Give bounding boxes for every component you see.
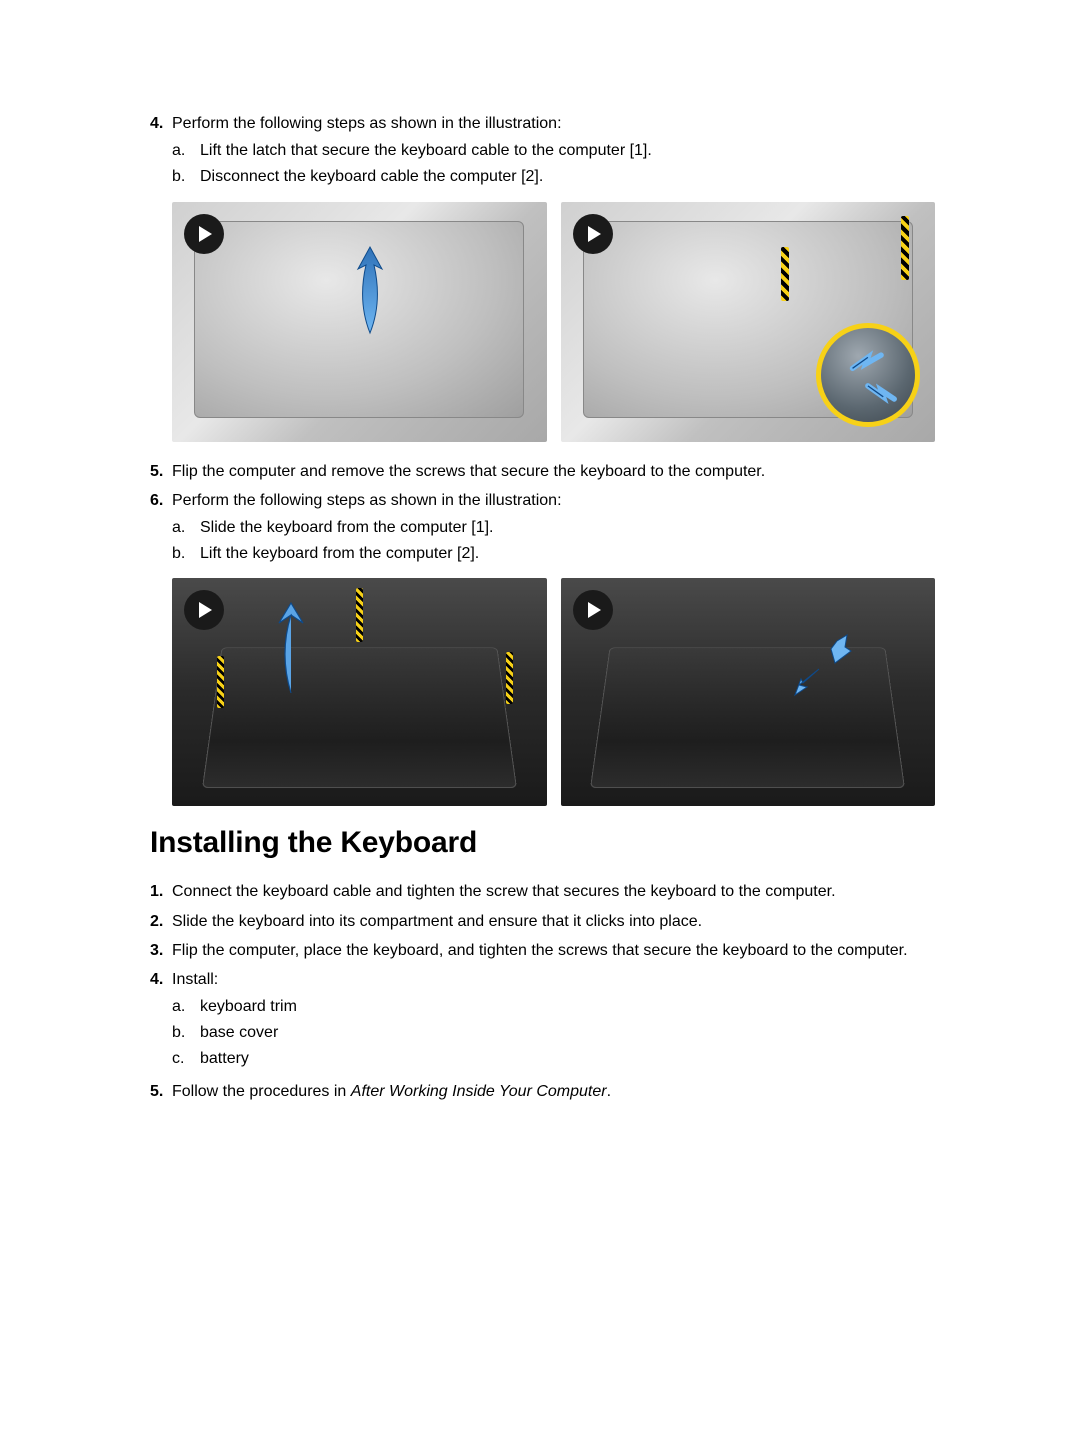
substep-item: b. base cover — [172, 1021, 935, 1044]
substep-item: b. Disconnect the keyboard cable the com… — [172, 165, 935, 188]
step-text: Slide the keyboard into its compartment … — [172, 913, 702, 930]
step-number: 5. — [150, 460, 172, 483]
keyboard-shape — [590, 647, 905, 788]
step-body: Connect the keyboard cable and tighten t… — [172, 880, 935, 903]
substep-letter: c. — [172, 1047, 200, 1070]
step-item: 4. Install: a. keyboard trim b. base cov… — [150, 968, 935, 1074]
step-text: Flip the computer, place the keyboard, a… — [172, 942, 908, 959]
illustration-lift-latch — [172, 202, 547, 442]
step-number: 3. — [150, 939, 172, 962]
substep-text: battery — [200, 1047, 249, 1070]
step-text-post: . — [607, 1083, 611, 1100]
substep-item: a. Slide the keyboard from the computer … — [172, 516, 935, 539]
removal-steps-top: 4. Perform the following steps as shown … — [150, 112, 935, 192]
step-body: Perform the following steps as shown in … — [172, 489, 935, 569]
illustration-slide-keyboard — [172, 578, 547, 806]
substep-list: a. Lift the latch that secure the keyboa… — [172, 139, 935, 188]
substep-letter: a. — [172, 139, 200, 162]
step-body: Perform the following steps as shown in … — [172, 112, 935, 192]
screw-marker-icon — [901, 216, 909, 280]
substep-item: a. keyboard trim — [172, 995, 935, 1018]
step-item: 3. Flip the computer, place the keyboard… — [150, 939, 935, 962]
play-icon[interactable] — [184, 214, 224, 254]
step-text-italic: After Working Inside Your Computer — [351, 1083, 607, 1100]
play-icon[interactable] — [573, 214, 613, 254]
callout-detail-circle — [816, 323, 920, 427]
play-icon[interactable] — [573, 590, 613, 630]
step-number: 1. — [150, 880, 172, 903]
screw-marker-icon — [506, 652, 513, 704]
removal-steps-mid: 5. Flip the computer and remove the scre… — [150, 460, 935, 569]
step-text: Perform the following steps as shown in … — [172, 115, 562, 132]
substep-item: a. Lift the latch that secure the keyboa… — [172, 139, 935, 162]
document-page: 4. Perform the following steps as shown … — [0, 0, 1080, 1103]
step-number: 2. — [150, 910, 172, 933]
arrow-diagonal-icon — [789, 633, 853, 697]
screw-marker-icon — [217, 656, 224, 708]
step-body: Follow the procedures in After Working I… — [172, 1080, 935, 1103]
substep-text: Lift the latch that secure the keyboard … — [200, 139, 652, 162]
step-item: 1. Connect the keyboard cable and tighte… — [150, 880, 935, 903]
substep-text: keyboard trim — [200, 995, 297, 1018]
substep-letter: a. — [172, 516, 200, 539]
step-body: Install: a. keyboard trim b. base cover … — [172, 968, 935, 1074]
substep-letter: a. — [172, 995, 200, 1018]
substep-item: c. battery — [172, 1047, 935, 1070]
substep-list: a. keyboard trim b. base cover c. batter… — [172, 995, 935, 1071]
arrow-up-icon — [269, 601, 313, 697]
step-number: 6. — [150, 489, 172, 569]
step-number: 4. — [150, 112, 172, 192]
step-text: Install: — [172, 971, 218, 988]
step-body: Slide the keyboard into its compartment … — [172, 910, 935, 933]
arrow-up-icon — [352, 245, 388, 335]
figure-row-2 — [172, 578, 935, 806]
substep-letter: b. — [172, 1021, 200, 1044]
step-body: Flip the computer, place the keyboard, a… — [172, 939, 935, 962]
substep-letter: b. — [172, 165, 200, 188]
play-icon[interactable] — [184, 590, 224, 630]
substep-text: Disconnect the keyboard cable the comput… — [200, 165, 543, 188]
step-item: 6. Perform the following steps as shown … — [150, 489, 935, 569]
keyboard-shape — [202, 647, 517, 788]
step-body: Flip the computer and remove the screws … — [172, 460, 935, 483]
install-steps: 1. Connect the keyboard cable and tighte… — [150, 880, 935, 1103]
step-text-pre: Follow the procedures in — [172, 1083, 351, 1100]
substep-letter: b. — [172, 542, 200, 565]
step-item: 5. Follow the procedures in After Workin… — [150, 1080, 935, 1103]
screw-marker-icon — [356, 588, 363, 642]
substep-text: base cover — [200, 1021, 278, 1044]
step-text: Perform the following steps as shown in … — [172, 492, 562, 509]
step-item: 2. Slide the keyboard into its compartme… — [150, 910, 935, 933]
illustration-disconnect-cable — [561, 202, 936, 442]
substep-list: a. Slide the keyboard from the computer … — [172, 516, 935, 565]
screw-marker-icon — [781, 247, 789, 301]
step-number: 4. — [150, 968, 172, 1074]
step-item: 5. Flip the computer and remove the scre… — [150, 460, 935, 483]
step-number: 5. — [150, 1080, 172, 1103]
step-item: 4. Perform the following steps as shown … — [150, 112, 935, 192]
section-heading: Installing the Keyboard — [150, 826, 935, 860]
step-text: Connect the keyboard cable and tighten t… — [172, 883, 836, 900]
substep-item: b. Lift the keyboard from the computer [… — [172, 542, 935, 565]
substep-text: Lift the keyboard from the computer [2]. — [200, 542, 479, 565]
step-text: Flip the computer and remove the screws … — [172, 463, 765, 480]
substep-text: Slide the keyboard from the computer [1]… — [200, 516, 493, 539]
figure-row-1 — [172, 202, 935, 442]
illustration-lift-keyboard — [561, 578, 936, 806]
